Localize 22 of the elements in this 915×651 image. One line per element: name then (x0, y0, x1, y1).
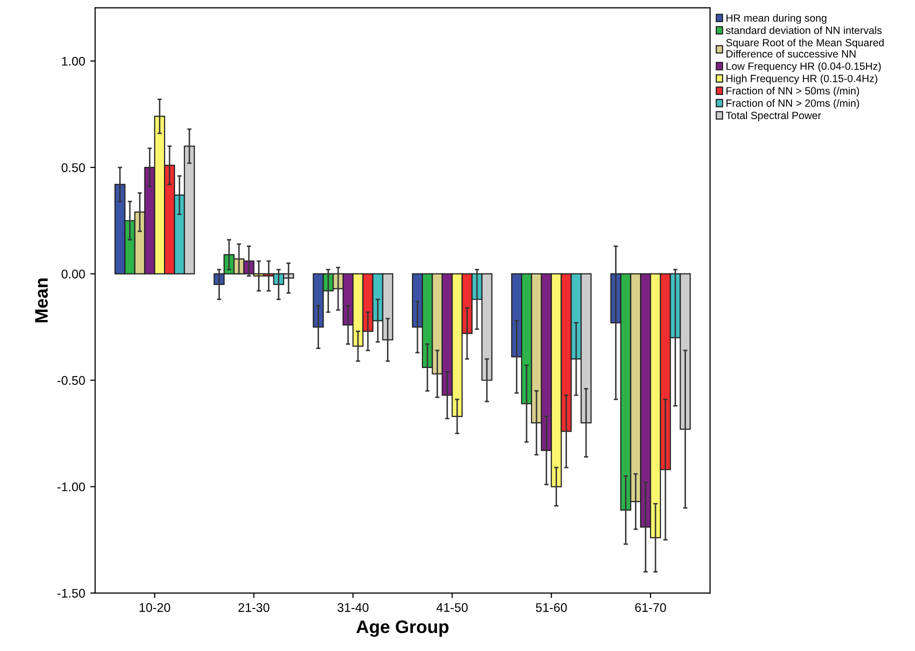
x-tick-label: 41-50 (436, 603, 468, 612)
legend-label: Low Frequency HR (0.04-0.15Hz) (726, 62, 881, 72)
y-tick-label: -1.00 (58, 482, 85, 492)
y-tick-label: 0.00 (62, 270, 85, 278)
legend-label: standard deviation of NN intervals (726, 26, 882, 34)
x-axis-title: Age Group (356, 620, 449, 637)
legend-label: Fraction of NN > 50ms (/min) (726, 86, 860, 97)
y-tick-label: -0.50 (58, 376, 85, 385)
x-tick-label: 61-70 (635, 603, 666, 612)
legend-label: Square Root of the Mean Squared Difference of successive NN (726, 38, 884, 58)
legend-label: Total Spectral Power (726, 111, 822, 122)
y-tick-label: -1.50 (58, 588, 85, 598)
x-tick-label: 31-40 (338, 603, 369, 612)
x-tick-label: 51-60 (536, 603, 567, 612)
x-tick-label: 21-30 (238, 603, 270, 612)
legend-label: High Frequency HR (0.15-0.4Hz) (726, 74, 878, 84)
x-tick-label: 10-20 (140, 603, 170, 612)
y-tick-label: 0.50 (62, 163, 85, 172)
y-tick-label: 1.00 (62, 56, 85, 66)
y-axis-title: Mean (35, 278, 48, 322)
legend-label: Fraction of NN > 20ms (/min) (726, 99, 860, 109)
legend-label: HR mean during song (726, 14, 826, 24)
